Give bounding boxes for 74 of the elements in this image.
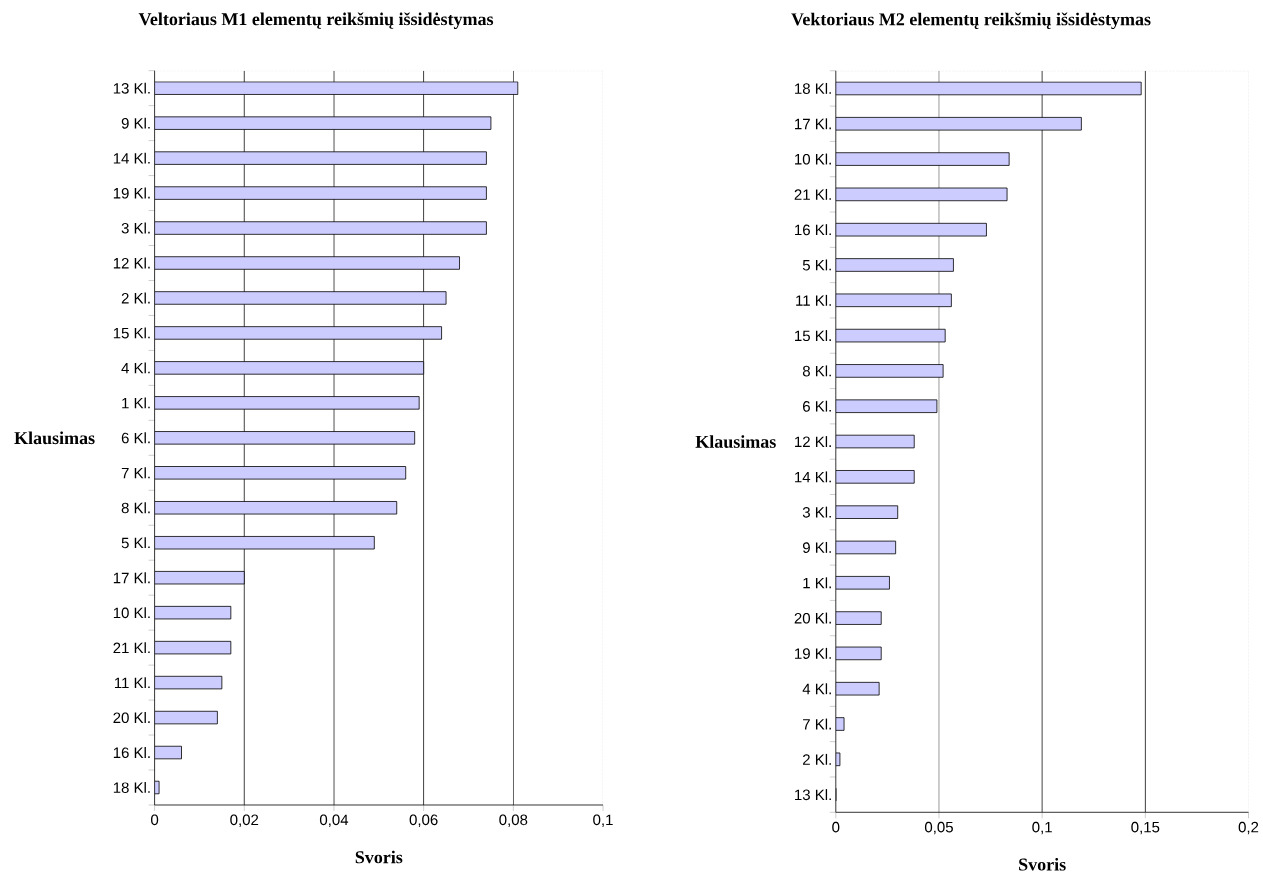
y-tick-label: 15 Kl. [113, 327, 150, 339]
x-tick-label: 0 [832, 821, 840, 833]
x-tick-label: 0,15 [1131, 821, 1160, 835]
x-axis-title: Svoris [355, 850, 403, 864]
y-tick-label: 16 Kl. [795, 224, 831, 236]
bar [154, 396, 420, 410]
y-tick-label: 8 Kl. [121, 502, 150, 514]
bar [835, 258, 954, 272]
y-tick-label: 1 Kl. [803, 577, 831, 589]
y-tick-label: 19 Kl. [113, 187, 150, 199]
bar [835, 505, 899, 519]
y-tick-label: 5 Kl. [802, 259, 831, 271]
y-tick-label: 10 Kl. [795, 153, 831, 165]
y-tick-label: 21 Kl. [794, 188, 831, 200]
y-tick-label: 12 Kl. [113, 257, 150, 269]
y-tick-label: 3 Kl. [802, 506, 831, 518]
y-tick-label: 7 Kl. [121, 467, 150, 479]
bar [154, 116, 492, 130]
bar [154, 186, 487, 200]
bar [835, 152, 1010, 166]
x-axis-title: Svoris [1019, 857, 1066, 871]
y-tick-label: 15 Kl. [795, 330, 831, 342]
y-tick-label: 17 Kl. [795, 118, 831, 130]
y-tick-label: 2 Kl. [121, 292, 150, 304]
bar [154, 291, 447, 305]
y-tick-label: 3 Kl. [121, 222, 150, 234]
y-tick-label: 11 Kl. [114, 677, 150, 689]
bar [154, 221, 487, 235]
y-tick-label: 12 Kl. [795, 436, 831, 447]
x-tick-label: 0,05 [924, 821, 953, 835]
x-tick-label: 0,02 [230, 814, 259, 827]
y-tick-label: 10 Kl. [113, 607, 150, 619]
chart-title: Vektoriaus M2 elementų reikšmių išsidėstymas [791, 12, 1151, 30]
y-tick-label: 16 Kl. [113, 747, 150, 759]
y-tick-label: 21 Kl. [113, 642, 150, 654]
chart-title: Veltoriaus M1 elementų reikšmių išsidėstymas [138, 12, 494, 29]
bar [835, 611, 882, 625]
x-tick-label: 0,08 [499, 814, 528, 827]
x-tick-label: 0,06 [409, 814, 438, 827]
y-tick-label: 9 Kl. [121, 117, 150, 129]
y-tick-label: 13 Kl. [795, 789, 831, 801]
y-tick-label: 18 Kl. [113, 781, 150, 793]
y-tick-label: 13 Kl. [113, 82, 150, 94]
x-tick-label: 0,1 [1032, 821, 1052, 835]
x-tick-label: 0,2 [1238, 821, 1259, 835]
x-tick-label: 0,1 [593, 814, 613, 827]
x-tick-label: 0 [151, 814, 159, 826]
y-tick-label: 9 Kl. [802, 541, 831, 553]
y-tick-label: 6 Kl. [803, 400, 831, 412]
y-tick-label: 17 Kl. [113, 572, 150, 584]
y-tick-label: 14 Kl. [113, 152, 150, 164]
bar [835, 470, 915, 484]
bar [835, 364, 944, 378]
y-tick-label: 7 Kl. [803, 718, 831, 730]
bar [154, 361, 425, 375]
x-tick-label: 0,04 [319, 814, 349, 827]
y-tick-label: 20 Kl. [794, 612, 831, 624]
y-tick-label: 20 Kl. [113, 712, 150, 724]
y-axis-title: Klausimas [695, 435, 776, 448]
y-tick-label: 8 Kl. [802, 365, 831, 377]
y-tick-label: 4 Kl. [802, 683, 831, 695]
y-tick-label: 5 Kl. [121, 537, 150, 549]
y-tick-label: 6 Kl. [121, 432, 150, 444]
y-tick-label: 14 Kl. [795, 471, 831, 483]
y-tick-label: 11 Kl. [796, 294, 831, 306]
y-tick-label: 1 Kl. [122, 397, 150, 409]
bar [154, 151, 487, 165]
y-tick-label: 4 Kl. [121, 362, 150, 374]
y-axis-title: Klausimas [14, 431, 95, 445]
bar [154, 326, 442, 340]
y-tick-label: 19 Kl. [795, 647, 831, 659]
y-tick-label: 2 Kl. [803, 753, 831, 765]
y-tick-label: 18 Kl. [795, 82, 831, 94]
bar [154, 256, 460, 270]
